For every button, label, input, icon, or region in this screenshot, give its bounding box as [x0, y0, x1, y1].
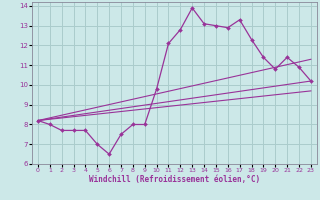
X-axis label: Windchill (Refroidissement éolien,°C): Windchill (Refroidissement éolien,°C) [89, 175, 260, 184]
